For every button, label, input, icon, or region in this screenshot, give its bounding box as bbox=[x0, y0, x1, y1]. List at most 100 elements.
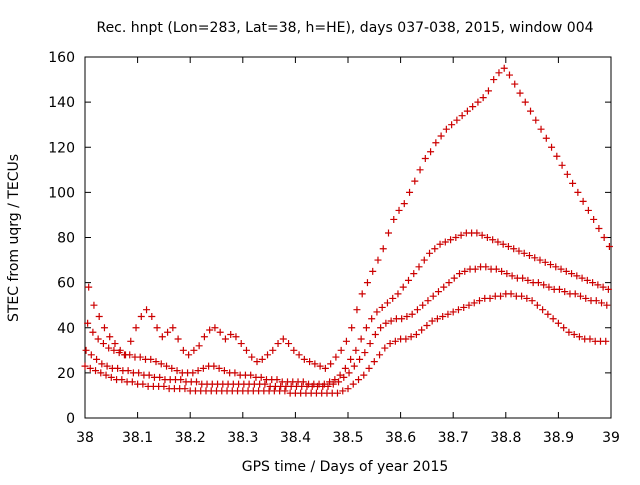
data-point bbox=[589, 279, 597, 287]
data-point bbox=[519, 274, 527, 282]
data-point bbox=[590, 215, 598, 223]
data-point bbox=[107, 373, 115, 381]
data-point bbox=[470, 299, 478, 307]
data-point bbox=[600, 234, 608, 241]
data-point bbox=[444, 310, 452, 318]
data-point bbox=[285, 340, 293, 348]
data-point bbox=[495, 69, 503, 77]
data-point bbox=[332, 353, 340, 361]
data-point bbox=[257, 373, 265, 381]
data-point bbox=[92, 367, 100, 375]
data-point bbox=[420, 256, 428, 264]
data-point bbox=[395, 206, 403, 214]
data-point bbox=[336, 371, 344, 379]
data-point bbox=[510, 245, 518, 253]
data-point bbox=[179, 346, 187, 354]
data-point bbox=[523, 294, 531, 302]
data-point bbox=[570, 331, 578, 339]
data-point bbox=[557, 265, 565, 273]
data-point bbox=[345, 369, 353, 377]
data-point bbox=[168, 364, 176, 372]
data-point bbox=[434, 288, 442, 296]
data-point bbox=[561, 288, 569, 296]
data-point bbox=[85, 283, 93, 291]
data-point bbox=[515, 247, 523, 255]
data-point bbox=[474, 98, 482, 106]
data-point bbox=[532, 116, 540, 124]
data-point bbox=[605, 243, 613, 251]
data-point bbox=[269, 346, 277, 354]
data-point bbox=[383, 299, 391, 307]
data-point bbox=[373, 308, 381, 316]
data-point bbox=[582, 294, 590, 302]
data-point bbox=[499, 240, 507, 248]
data-point bbox=[114, 364, 122, 372]
data-point bbox=[428, 317, 436, 325]
data-point bbox=[479, 94, 487, 102]
data-point bbox=[594, 281, 602, 289]
data-point bbox=[503, 270, 511, 278]
data-point bbox=[190, 346, 198, 354]
x-tick-label: 38.7 bbox=[438, 430, 469, 446]
data-point bbox=[574, 188, 582, 196]
data-point bbox=[398, 315, 406, 323]
data-point bbox=[106, 333, 114, 341]
data-point bbox=[281, 387, 289, 395]
data-point bbox=[576, 292, 584, 300]
data-point bbox=[348, 324, 356, 332]
data-point bbox=[232, 333, 240, 341]
data-point bbox=[128, 378, 136, 386]
data-point bbox=[399, 283, 407, 291]
x-tick-label: 39 bbox=[602, 430, 620, 446]
data-point bbox=[533, 301, 541, 309]
data-point bbox=[258, 355, 266, 363]
data-point bbox=[407, 333, 415, 341]
data-point bbox=[295, 351, 303, 359]
data-point bbox=[193, 378, 201, 386]
data-point bbox=[261, 380, 269, 388]
data-point bbox=[361, 349, 369, 357]
data-point bbox=[124, 367, 132, 375]
data-point bbox=[586, 335, 594, 343]
data-point bbox=[541, 258, 549, 266]
data-point bbox=[391, 337, 399, 345]
data-point bbox=[102, 371, 110, 379]
data-point bbox=[415, 263, 423, 271]
data-point bbox=[237, 340, 245, 348]
data-point bbox=[505, 71, 513, 79]
data-point bbox=[264, 351, 272, 359]
data-point bbox=[599, 283, 607, 291]
y-tick-label: 160 bbox=[48, 50, 75, 66]
data-point bbox=[374, 256, 382, 264]
data-point bbox=[578, 274, 586, 282]
y-tick-label: 60 bbox=[57, 276, 75, 292]
data-point bbox=[329, 380, 337, 388]
x-axis-label: GPS time / Days of year 2015 bbox=[242, 459, 449, 475]
data-point bbox=[357, 335, 365, 343]
data-point bbox=[333, 389, 341, 397]
data-point bbox=[369, 267, 377, 275]
data-point bbox=[544, 310, 552, 318]
data-point bbox=[525, 252, 533, 260]
data-point bbox=[320, 380, 328, 388]
data-point bbox=[248, 353, 256, 361]
data-points bbox=[81, 64, 613, 397]
data-point bbox=[476, 297, 483, 305]
data-point bbox=[353, 306, 361, 314]
data-point bbox=[363, 279, 371, 287]
data-point bbox=[511, 80, 519, 88]
data-point bbox=[568, 270, 576, 278]
data-point bbox=[122, 351, 130, 359]
data-point bbox=[545, 283, 553, 291]
data-point bbox=[454, 306, 462, 314]
data-point bbox=[450, 274, 458, 282]
data-point bbox=[139, 380, 147, 388]
data-point bbox=[341, 364, 349, 372]
data-point bbox=[449, 308, 457, 316]
data-point bbox=[583, 276, 591, 284]
data-point bbox=[290, 346, 298, 354]
data-point bbox=[595, 224, 603, 232]
data-point bbox=[368, 315, 376, 323]
data-point bbox=[337, 346, 345, 354]
